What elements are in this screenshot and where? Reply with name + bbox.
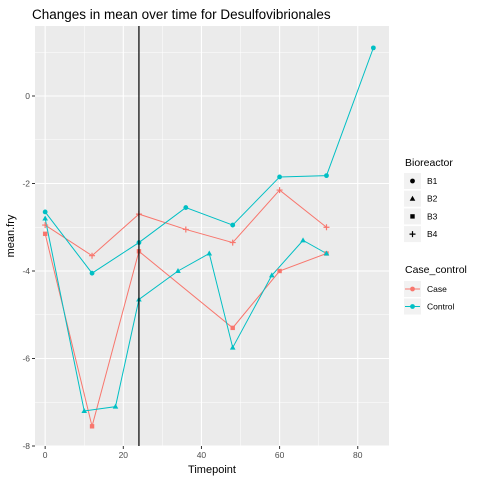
- series-line-control-triangle: [44, 218, 327, 412]
- legend-title-case-control: Case_control: [405, 264, 467, 276]
- legend-key-plus: [409, 231, 416, 238]
- series-line-control-circle: [44, 47, 374, 274]
- x-tick-label: 20: [119, 450, 129, 460]
- data-point-case-plus: [42, 222, 49, 229]
- data-point-case-plus: [229, 239, 236, 246]
- y-axis-title: mean.fry: [5, 214, 17, 257]
- legend-key-point: [410, 286, 415, 292]
- data-point-control-triangle: [323, 250, 330, 256]
- data-point-control-circle: [42, 209, 48, 215]
- data-point-control-triangle: [112, 403, 119, 409]
- chart-title: Changes in mean over time for Desulfovib…: [32, 7, 331, 22]
- y-tick-label: 0: [25, 91, 30, 101]
- data-point-control-circle: [277, 174, 282, 180]
- y-tick-label: -4: [22, 266, 30, 276]
- data-point-control-circle: [324, 173, 329, 179]
- x-axis-title: Timepoint: [188, 464, 236, 476]
- data-point-case-square: [277, 268, 282, 274]
- axis-ticks: 0 20 40 60 80 0 -2 -4 -6 -8: [22, 91, 362, 460]
- grid-lines: [35, 26, 389, 447]
- legend-label-case-control: Control: [427, 302, 455, 312]
- data-point-case-plus: [182, 226, 189, 233]
- data-point-control-circle: [230, 222, 236, 228]
- y-tick-label: -6: [22, 354, 30, 364]
- series-points: [42, 45, 376, 429]
- data-point-case-square: [42, 231, 48, 237]
- legend-label-bioreactor: B1: [427, 176, 438, 186]
- legend-key-square: [410, 214, 415, 219]
- legend-bioreactor: B1 B2 B3 B4: [404, 173, 438, 243]
- data-point-case-square: [89, 424, 95, 429]
- y-tick-label: -8: [22, 441, 30, 451]
- legend-label-bioreactor: B2: [427, 194, 438, 204]
- data-point-control-triangle: [206, 250, 213, 256]
- data-point-control-triangle: [42, 215, 48, 221]
- data-point-case-plus: [323, 224, 330, 231]
- data-point-control-circle: [89, 270, 95, 276]
- legend-key-point: [410, 304, 415, 309]
- legend-label-bioreactor: B4: [427, 229, 438, 239]
- x-tick-label: 0: [43, 450, 48, 460]
- data-point-control-triangle: [229, 344, 236, 350]
- data-point-control-triangle: [81, 408, 88, 413]
- x-tick-label: 40: [197, 450, 207, 460]
- data-point-control-triangle: [300, 237, 306, 243]
- legend-label-bioreactor: B3: [427, 211, 438, 221]
- data-point-case-plus: [276, 187, 283, 194]
- x-tick-label: 80: [353, 450, 363, 460]
- y-tick-label: -2: [22, 179, 30, 189]
- data-point-control-triangle: [175, 268, 181, 273]
- data-point-case-plus: [89, 252, 96, 259]
- data-point-control-circle: [183, 205, 189, 210]
- x-tick-label: 60: [275, 450, 285, 460]
- legend-label-case-control: Case: [427, 284, 447, 294]
- legend-key-circle: [410, 178, 415, 184]
- plot-panel: [35, 26, 389, 446]
- series-line-case-square: [44, 233, 327, 427]
- legend-key-triangle: [409, 195, 416, 201]
- data-point-control-triangle: [268, 272, 275, 278]
- data-point-case-square: [230, 325, 235, 331]
- legend-case-control: Case Control: [404, 281, 455, 315]
- data-point-control-circle: [370, 45, 376, 51]
- legend-title-bioreactor: Bioreactor: [405, 157, 453, 169]
